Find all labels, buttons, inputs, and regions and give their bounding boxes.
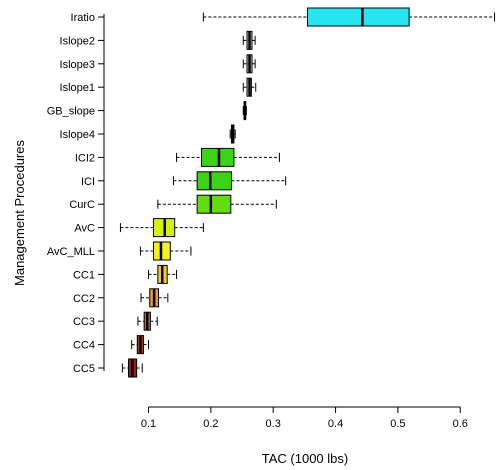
box-islope4 (229, 124, 236, 144)
box-islope1 (242, 77, 257, 97)
box-cc4 (131, 335, 149, 355)
y-tick-label: Islope4 (60, 129, 95, 141)
boxes-layer (119, 7, 496, 378)
box-curc (157, 194, 277, 214)
x-tick-label: 0.4 (328, 418, 343, 430)
x-tick-label: 0.5 (390, 418, 405, 430)
y-tick-label: ICI2 (75, 152, 95, 164)
x-axis-title: TAC (1000 lbs) (262, 451, 348, 466)
box-islope2 (242, 30, 256, 50)
x-tick-label: 0.3 (266, 418, 281, 430)
box-gb-slope (242, 101, 247, 121)
box-avc (119, 218, 204, 238)
box-cc2 (140, 288, 169, 308)
y-axis: Iratio Islope2 Islope3 Islope1 GB_slope Islop… (47, 12, 105, 375)
box-cc1 (148, 264, 178, 284)
box-islope3 (242, 54, 256, 74)
box-iratio (202, 7, 496, 27)
y-tick-label: CC5 (73, 363, 95, 375)
x-tick-label: 0.2 (203, 418, 218, 430)
x-tick-label: 0.1 (141, 418, 156, 430)
y-tick-label: CC1 (73, 269, 95, 281)
y-tick-label: AvC (74, 223, 95, 235)
y-tick-label: GB_slope (47, 106, 95, 118)
y-tick-label: AvC_MLL (47, 246, 95, 258)
box-cc5 (121, 358, 143, 378)
box-iqr (196, 171, 232, 191)
y-tick-label: ICI (81, 176, 95, 188)
y-tick-label: Iratio (71, 12, 95, 24)
y-tick-label: CC2 (73, 293, 95, 305)
y-tick-label: CC3 (73, 316, 95, 328)
y-tick-label: Islope2 (60, 35, 95, 47)
box-iqr (196, 194, 232, 214)
x-tick-label: 0.6 (453, 418, 468, 430)
box-avc-mll (139, 241, 192, 261)
y-tick-label: Islope3 (60, 59, 95, 71)
box-ici (172, 171, 287, 191)
y-tick-label: CC4 (73, 340, 95, 352)
box-cc3 (137, 311, 158, 331)
y-axis-title: Management Procedures (12, 140, 27, 286)
y-tick-label: CurC (69, 199, 95, 211)
y-tick-label: Islope1 (60, 82, 95, 94)
box-ici2 (176, 147, 280, 167)
box-iqr (306, 7, 410, 27)
x-axis: 0.1 0.2 0.3 0.4 0.5 0.6 (141, 406, 468, 430)
